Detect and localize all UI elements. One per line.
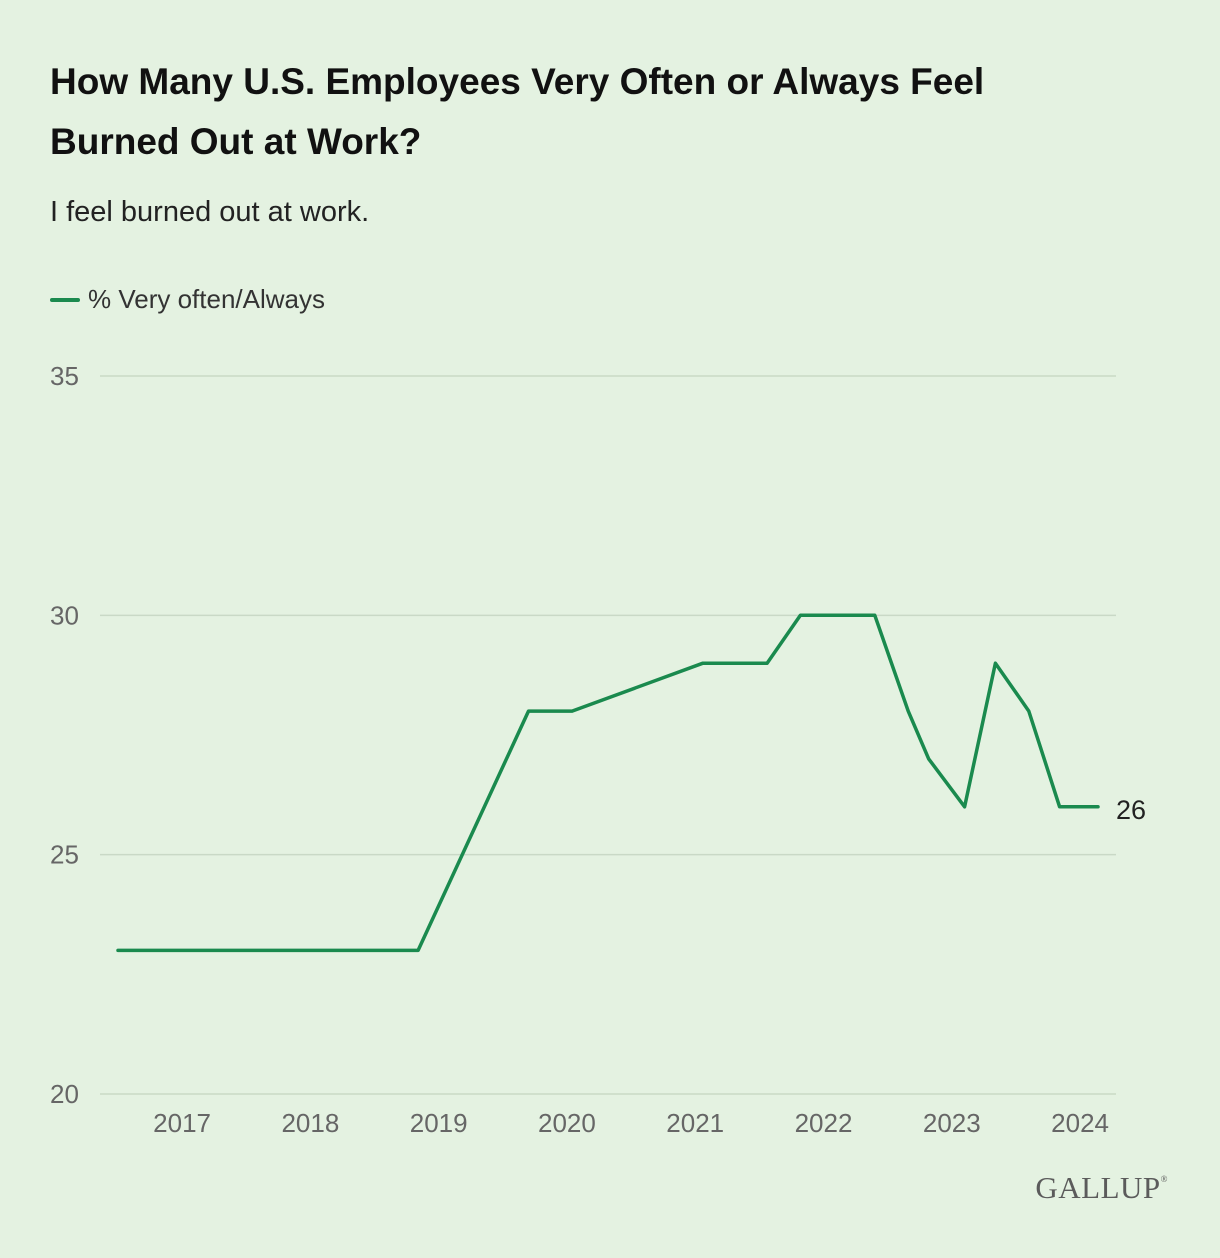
x-tick-label: 2018 [281, 1108, 339, 1138]
y-axis-ticks: 20 25 30 35 [50, 361, 79, 1109]
y-tick-label: 25 [50, 840, 79, 870]
x-tick-label: 2021 [666, 1108, 724, 1138]
registered-mark: ® [1161, 1174, 1168, 1184]
data-labels: 26 [1116, 795, 1146, 825]
x-tick-label: 2024 [1051, 1108, 1109, 1138]
y-tick-label: 30 [50, 600, 79, 630]
x-tick-label: 2020 [538, 1108, 596, 1138]
x-tick-label: 2023 [923, 1108, 981, 1138]
x-tick-label: 2019 [410, 1108, 468, 1138]
series-line-0 [118, 615, 1098, 950]
end-value-label: 26 [1116, 795, 1146, 825]
gallup-logo: GALLUP® [1035, 1170, 1168, 1206]
gridlines [100, 376, 1116, 1094]
x-axis-ticks: 2017 2018 2019 2020 2021 2022 2023 2024 [153, 1108, 1109, 1138]
y-tick-label: 35 [50, 361, 79, 391]
y-tick-label: 20 [50, 1079, 79, 1109]
gallup-logo-text: GALLUP [1035, 1170, 1160, 1205]
series-lines [118, 615, 1098, 950]
x-tick-label: 2017 [153, 1108, 211, 1138]
x-tick-label: 2022 [795, 1108, 853, 1138]
